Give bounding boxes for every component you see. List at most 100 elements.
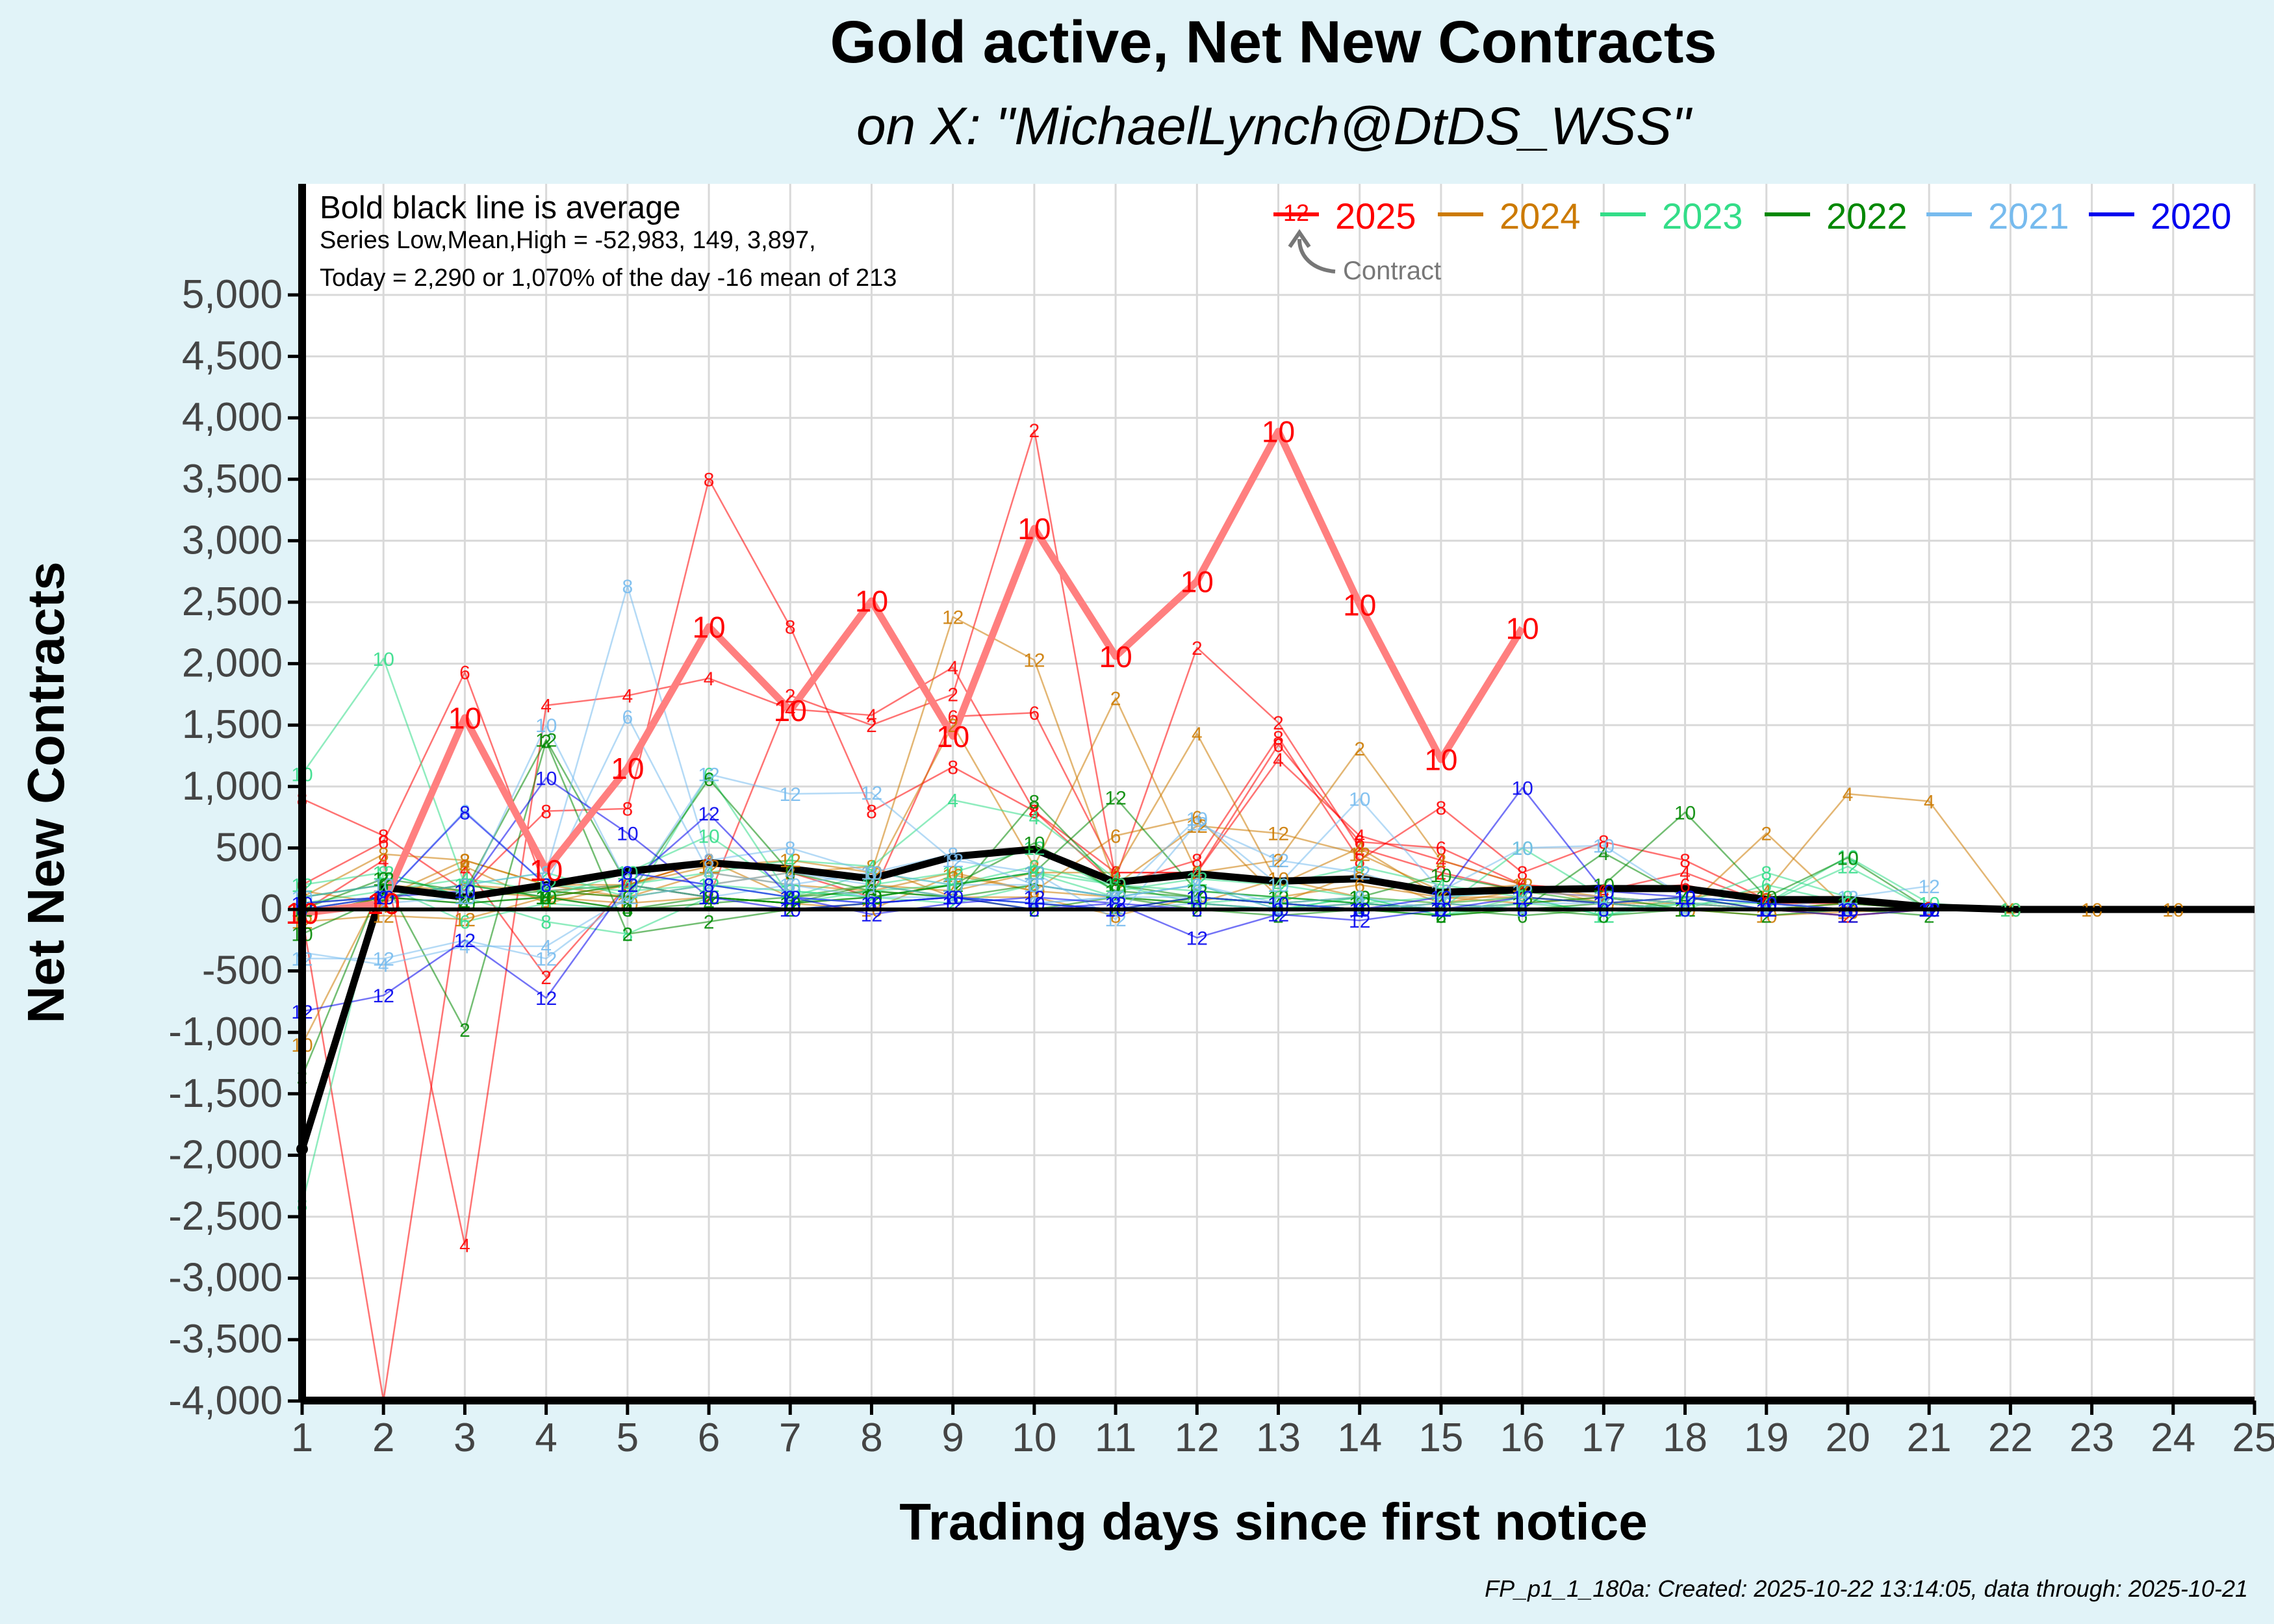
data-label: 10 (942, 865, 964, 887)
data-label: 12 (698, 887, 719, 909)
contract-note-label: Contract (1343, 257, 1441, 285)
data-label: 10 (942, 875, 964, 896)
data-label: 6 (622, 875, 633, 896)
data-label: 2 (1273, 850, 1284, 872)
data-label: 8 (704, 887, 715, 909)
y-tick-label: -3,000 (168, 1256, 283, 1300)
data-label: 10 (861, 863, 882, 884)
data-label: 6 (1517, 881, 1528, 902)
data-label: 6 (1273, 887, 1284, 909)
legend-label: 2024 (1500, 196, 1581, 236)
data-label: 10 (1105, 875, 1126, 896)
data-label: 2 (1354, 739, 1365, 760)
data-label: 4 (1761, 881, 1772, 902)
data-label: 12 (1430, 887, 1451, 909)
data-label: 10 (617, 823, 638, 844)
data-label: 12 (1593, 887, 1615, 909)
data-label: 4 (1924, 791, 1935, 813)
data-label: 2 (1761, 823, 1772, 844)
data-label: 10 (774, 694, 807, 728)
data-label: 8 (622, 576, 633, 598)
data-label: 4 (378, 881, 389, 902)
data-label: 4 (1110, 863, 1121, 884)
data-label: 4 (1517, 875, 1528, 896)
data-label: 12 (1105, 881, 1126, 902)
data-label: 4 (1598, 881, 1609, 902)
data-label: 8 (1192, 887, 1203, 909)
data-label: 8 (1192, 887, 1203, 909)
data-label: 2 (704, 875, 715, 896)
data-label: 2 (1354, 887, 1365, 909)
data-label: 4 (1029, 801, 1040, 822)
data-label: 4 (1436, 850, 1447, 872)
data-label: 2 (378, 869, 389, 891)
series-line (301, 427, 1526, 917)
data-label: 8 (378, 887, 389, 909)
data-label: 12 (1349, 844, 1370, 866)
data-label: 8 (1273, 728, 1284, 749)
data-label: 10 (1186, 887, 1208, 909)
y-tick-label: 3,500 (182, 457, 283, 501)
data-label: 2 (1354, 838, 1365, 859)
series-line (298, 845, 2255, 1150)
data-label: 8 (785, 617, 796, 639)
data-label: 8 (866, 863, 877, 884)
data-label: 2 (459, 875, 470, 896)
data-label: 10 (698, 887, 719, 909)
data-label: 12 (1023, 863, 1045, 884)
data-label: 6 (1110, 887, 1121, 909)
y-tick-label: 500 (216, 825, 283, 870)
data-label: 6 (1354, 832, 1365, 854)
data-label: 6 (378, 887, 389, 909)
data-label: 2 (459, 850, 470, 872)
x-tick-label: 24 (2151, 1415, 2195, 1460)
contract-note-arrowhead-icon (1288, 229, 1311, 248)
data-label: 10 (1017, 512, 1051, 546)
data-label: 2 (622, 924, 633, 946)
data-label: 12 (1674, 887, 1696, 909)
data-label: 4 (1354, 838, 1365, 859)
y-tick-label: -1,000 (168, 1009, 283, 1054)
data-label: 12 (1268, 823, 1289, 844)
y-tick-label: 0 (261, 887, 283, 932)
data-label: 10 (1186, 809, 1208, 830)
data-label: 4 (541, 881, 552, 902)
legend-label: 2020 (2151, 196, 2232, 236)
y-ticks: 5,000 4,500 4,000 3,500 3,000 2,500 2,000 1,500… (168, 272, 302, 1423)
data-label: 6 (785, 887, 796, 909)
contract-note-arrow-icon (1297, 238, 1336, 273)
x-tick-label: 10 (1012, 1415, 1056, 1460)
data-label: 10 (692, 610, 725, 644)
x-tick-label: 18 (1663, 1415, 1707, 1460)
x-tick-label: 13 (1256, 1415, 1301, 1460)
data-label: 2 (622, 875, 633, 896)
data-label: 12 (535, 988, 557, 1009)
data-label: 8 (1192, 875, 1203, 896)
data-label: 10 (855, 585, 888, 618)
data-label: 6 (1110, 875, 1121, 896)
data-label: 10 (373, 875, 394, 896)
data-label: 10 (1023, 863, 1045, 884)
data-label: 12 (1593, 887, 1615, 909)
data-label: 8 (704, 875, 715, 896)
data-label: 10 (942, 875, 964, 896)
data-label: 4 (785, 850, 796, 872)
data-label: 6 (1436, 887, 1447, 909)
data-label: 10 (1023, 833, 1045, 855)
footer-note: FP_p1_1_180a: Created: 2025-10-22 13:14:… (1485, 1575, 2248, 1602)
x-tick-label: 4 (535, 1415, 557, 1460)
data-label: 10 (936, 720, 969, 754)
x-tick-label: 15 (1418, 1415, 1463, 1460)
data-label: 10 (1837, 902, 1858, 924)
data-label: 6 (1029, 881, 1040, 902)
data-label: 4 (1192, 863, 1203, 884)
data-label: 6 (541, 881, 552, 902)
data-label: 10 (942, 887, 964, 909)
data-label: 6 (622, 887, 633, 909)
data-label: 8 (866, 875, 877, 896)
data-label: 12 (942, 875, 964, 896)
data-label: 12 (535, 730, 557, 752)
data-label: 8 (459, 850, 470, 872)
data-label: 6 (1680, 875, 1691, 896)
data-label: 8 (1110, 893, 1121, 915)
